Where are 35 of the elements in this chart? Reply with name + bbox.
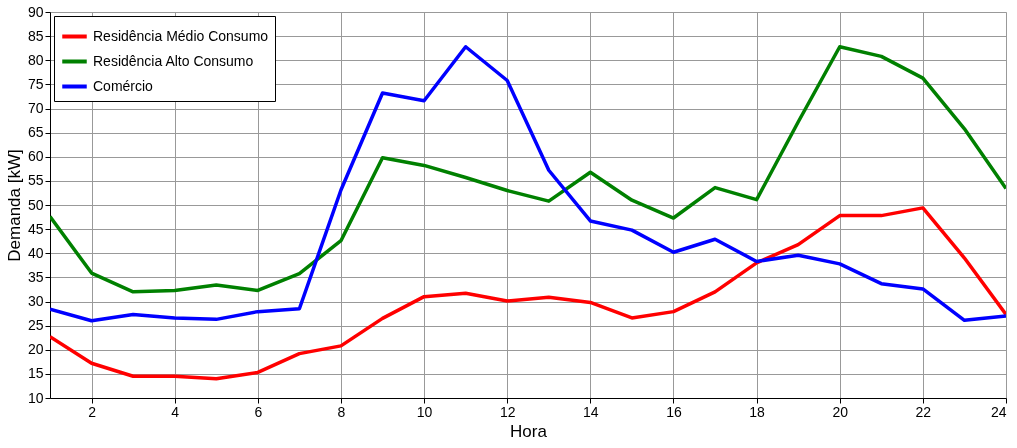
x-tick-label: 18 [749, 403, 766, 420]
y-tick-label: 20 [27, 341, 44, 358]
x-tick-label: 8 [337, 403, 346, 420]
y-tick-label: 45 [27, 220, 44, 237]
legend-label: Residência Alto Consumo [93, 52, 254, 69]
x-tick-label: 4 [171, 403, 180, 420]
y-tick-label: 80 [27, 51, 44, 68]
y-tick-label: 65 [27, 124, 44, 141]
legend-label: Comércio [93, 77, 154, 94]
x-tick-label: 14 [583, 403, 599, 420]
y-tick-label: 75 [27, 75, 44, 92]
y-tick-label: 70 [27, 100, 44, 116]
y-tick-label: 40 [27, 244, 44, 261]
y-tick-label: 30 [27, 293, 44, 309]
y-tick-label: 25 [27, 317, 44, 334]
y-tick-label: 50 [27, 196, 44, 213]
y-tick-label: 35 [27, 268, 44, 285]
y-tick-label: 90 [27, 3, 44, 20]
y-tick-label: 10 [27, 389, 44, 406]
legend-label: Residência Médio Consumo [93, 27, 269, 44]
y-tick-label: 85 [27, 27, 44, 44]
y-tick-label: 55 [27, 172, 44, 189]
x-tick-label: 20 [832, 403, 849, 420]
x-axis-title: Hora [510, 421, 548, 441]
line-series [50, 206, 1006, 381]
y-tick-label: 60 [27, 148, 44, 165]
x-tick-label: 24 [990, 403, 1007, 420]
x-tick-label: 2 [88, 403, 97, 420]
x-tick-label: 22 [915, 403, 932, 420]
x-tick-label: 6 [254, 403, 263, 420]
y-tick-label: 15 [27, 365, 44, 382]
x-tick-label: 16 [666, 403, 682, 420]
y-axis-title: Demanda [kW] [4, 149, 24, 262]
x-tick-label: 10 [416, 403, 433, 420]
x-tick-label: 12 [499, 403, 516, 420]
